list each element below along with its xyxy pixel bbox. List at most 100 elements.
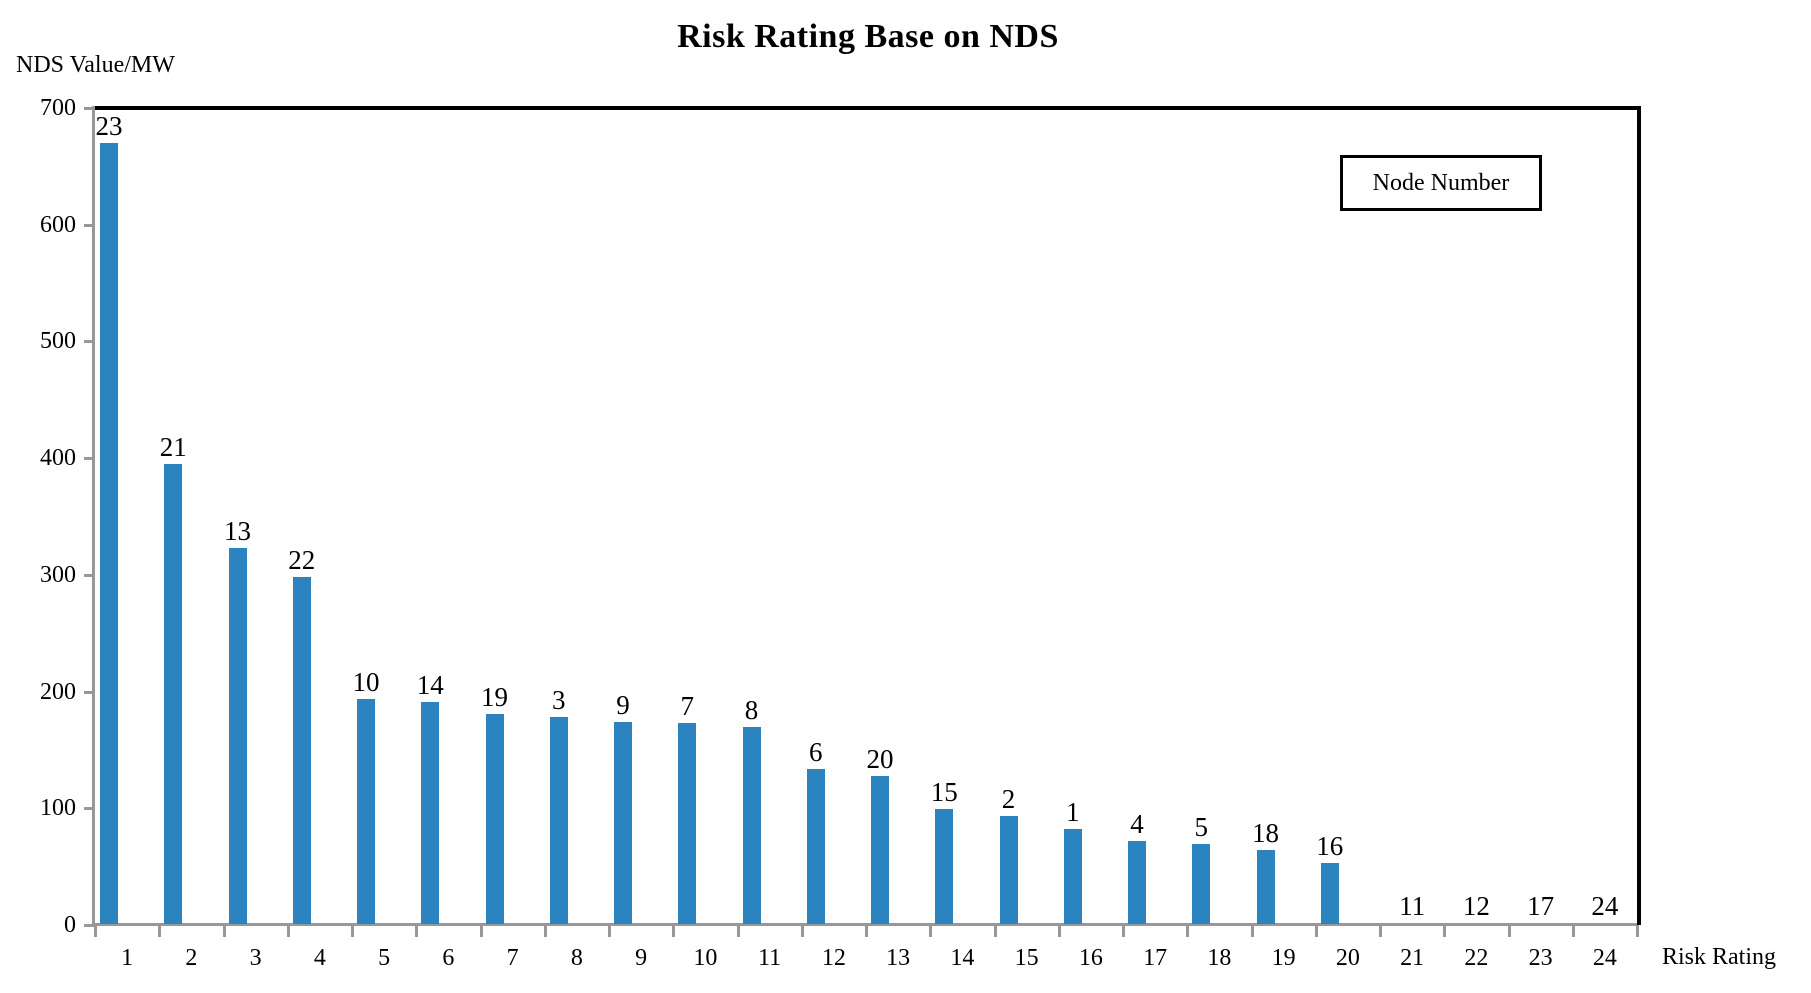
- bar-data-label: 15: [930, 777, 958, 808]
- plot-border-right: [1637, 106, 1641, 925]
- bar: [549, 717, 568, 924]
- bar: [164, 463, 183, 924]
- bar: [228, 548, 247, 924]
- x-tick-mark: [1571, 925, 1575, 937]
- x-tick-label: 13: [886, 945, 911, 971]
- bar: [871, 775, 889, 924]
- y-tick-mark: [84, 340, 93, 344]
- plot-border-top: [95, 106, 1641, 110]
- x-tick-mark: [479, 925, 483, 937]
- x-tick-mark: [1314, 925, 1318, 937]
- x-tick-mark: [993, 925, 997, 937]
- bar-data-label: 18: [1252, 818, 1279, 849]
- y-tick-mark: [84, 690, 93, 694]
- y-tick-mark: [84, 457, 93, 461]
- bar: [1320, 863, 1339, 924]
- bar: [1192, 844, 1211, 924]
- x-tick-label: 6: [442, 945, 455, 971]
- bar-data-label: 12: [1462, 891, 1490, 921]
- bar-data-label: 13: [224, 516, 251, 546]
- x-tick-label: 7: [506, 945, 519, 971]
- x-tick-label: 10: [693, 945, 718, 971]
- bar-data-label: 9: [616, 689, 630, 720]
- x-tick-label: 18: [1207, 945, 1232, 971]
- y-tick-label: 700: [40, 95, 76, 121]
- x-tick-mark: [1057, 925, 1061, 937]
- bar: [357, 698, 375, 924]
- bar-data-label: 11: [1399, 891, 1426, 921]
- bar-data-label: 16: [1316, 831, 1344, 862]
- bar-data-label: 7: [680, 691, 695, 722]
- bar: [1256, 850, 1275, 924]
- bar-data-label: 14: [416, 670, 444, 701]
- x-tick-label: 17: [1143, 945, 1168, 971]
- bar: [292, 577, 311, 924]
- x-tick-label: 12: [821, 945, 846, 971]
- bar: [742, 726, 761, 924]
- bar-data-label: 3: [552, 685, 566, 716]
- x-tick-label: 15: [1014, 945, 1039, 971]
- x-tick-label: 8: [570, 945, 583, 971]
- bar: [999, 816, 1018, 924]
- x-tick-label: 21: [1400, 945, 1425, 971]
- x-tick-mark: [351, 925, 354, 937]
- x-tick-label: 19: [1271, 945, 1296, 971]
- x-tick-mark: [608, 925, 611, 937]
- y-tick-mark: [84, 573, 93, 577]
- x-tick-mark: [222, 925, 226, 937]
- bar-data-label: 2: [1001, 784, 1016, 815]
- x-tick-label: 5: [378, 945, 391, 971]
- y-tick-label: 500: [40, 328, 76, 355]
- legend: Node Number: [1340, 155, 1542, 211]
- bar-data-label: 17: [1527, 891, 1555, 921]
- x-axis-title: Risk Rating: [1662, 944, 1777, 970]
- bar-data-label: 19: [481, 681, 508, 712]
- y-tick-mark: [84, 807, 93, 811]
- bar: [1063, 829, 1082, 924]
- x-tick-label: 24: [1592, 945, 1617, 971]
- x-tick-mark: [800, 925, 804, 937]
- bar-data-label: 22: [288, 545, 316, 576]
- x-tick-label: 3: [249, 945, 262, 971]
- x-tick-mark: [543, 925, 547, 937]
- bar: [614, 721, 632, 924]
- x-tick-mark: [736, 925, 740, 937]
- bar-data-label: 5: [1194, 812, 1209, 843]
- x-tick-mark: [929, 925, 933, 937]
- x-tick-label: 1: [121, 945, 134, 971]
- x-tick-mark: [672, 925, 676, 937]
- y-tick-label: 300: [40, 561, 76, 588]
- bar-data-label: 1: [1066, 797, 1080, 828]
- x-tick-mark: [1636, 925, 1639, 937]
- x-tick-label: 11: [758, 945, 782, 971]
- x-tick-label: 23: [1528, 945, 1553, 971]
- x-tick-mark: [1250, 925, 1254, 937]
- bar-data-label: 24: [1591, 891, 1619, 921]
- x-tick-label: 9: [635, 945, 648, 971]
- bar: [1128, 840, 1146, 924]
- y-tick-label: 400: [40, 445, 76, 472]
- bar-data-label: 20: [866, 743, 894, 774]
- y-axis-line: [92, 106, 95, 927]
- bar: [100, 143, 118, 924]
- bar: [935, 809, 954, 924]
- x-tick-label: 4: [313, 945, 326, 971]
- chart-title: Risk Rating Base on NDS: [677, 18, 1059, 55]
- y-tick-mark: [84, 107, 93, 110]
- bar-data-label: 10: [352, 666, 380, 697]
- bar: [421, 702, 440, 924]
- y-tick-label: 100: [40, 795, 76, 822]
- y-tick-label: 0: [64, 912, 76, 938]
- x-tick-mark: [1122, 925, 1125, 937]
- x-tick-mark: [1507, 925, 1511, 937]
- x-tick-mark: [1186, 925, 1190, 937]
- x-tick-mark: [94, 925, 97, 937]
- y-tick-mark: [84, 924, 93, 927]
- bar: [678, 723, 697, 924]
- x-tick-label: 20: [1335, 945, 1360, 971]
- legend-label: Node Number: [1372, 170, 1510, 196]
- y-tick-label: 200: [40, 678, 76, 705]
- x-tick-mark: [286, 925, 290, 937]
- x-tick-mark: [865, 925, 868, 937]
